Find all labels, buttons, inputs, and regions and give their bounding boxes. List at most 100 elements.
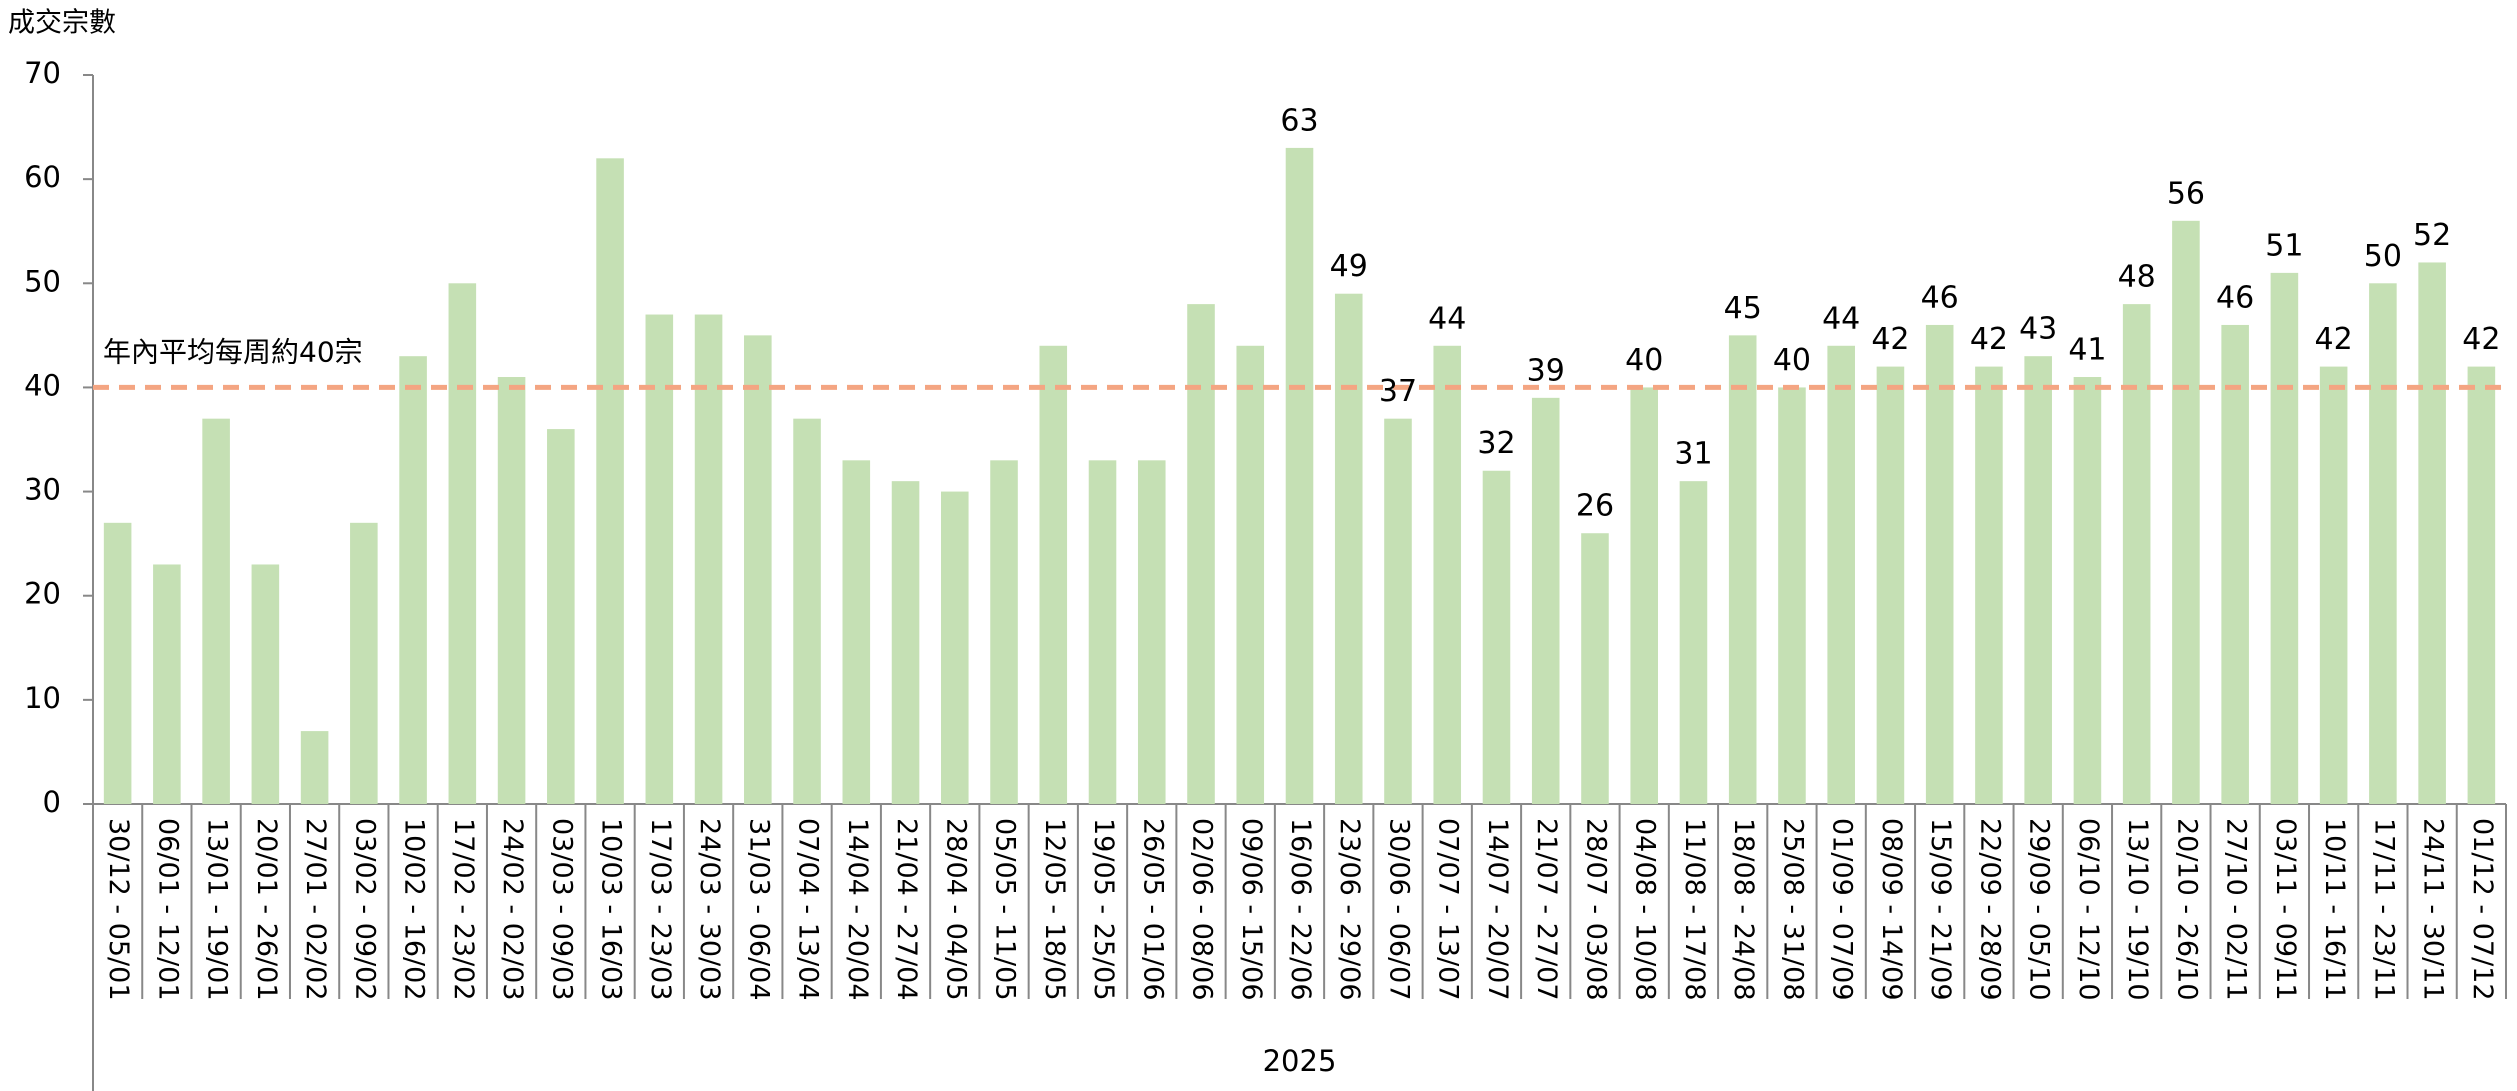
bar: [300, 731, 329, 804]
y-tick-label: 60: [24, 160, 61, 194]
bar: [2073, 377, 2102, 804]
bar: [497, 377, 526, 804]
bar: [448, 283, 477, 804]
bar: [645, 314, 674, 804]
bar: [990, 460, 1018, 804]
bar: [1137, 460, 1166, 804]
x-tick-label: 19/05 - 25/05: [1088, 818, 1119, 1001]
bar: [1630, 387, 1659, 804]
x-tick-label: 01/09 - 07/09: [1827, 818, 1858, 1001]
x-tick-label: 26/05 - 01/06: [1137, 818, 1168, 1001]
x-tick-label: 20/10 - 26/10: [2171, 818, 2202, 1001]
x-tick-label: 14/07 - 20/07: [1482, 818, 1513, 1001]
x-tick-label: 03/11 - 09/11: [2270, 818, 2301, 1001]
x-tick-label: 01/12 - 07/12: [2467, 818, 2498, 1001]
x-tick-label: 28/04 - 04/05: [940, 818, 971, 1001]
bar: [1384, 418, 1412, 804]
x-tick-label: 07/07 - 13/07: [1433, 818, 1464, 1001]
data-label: 43: [2019, 312, 2057, 347]
x-tick-label: 08/09 - 14/09: [1876, 818, 1907, 1001]
x-tick-label: 17/11 - 23/11: [2368, 818, 2399, 1001]
x-tick-label: 15/09 - 21/09: [1925, 818, 1956, 1001]
x-tick-label: 04/08 - 10/08: [1630, 818, 1661, 1001]
y-tick-label: 40: [24, 368, 61, 402]
bar: [2172, 220, 2200, 805]
data-label: 40: [1625, 343, 1663, 378]
bar: [2270, 272, 2299, 804]
x-tick-label: 03/03 - 09/03: [546, 818, 577, 1001]
x-tick-label: 10/02 - 16/02: [399, 818, 430, 1001]
x-tick-label: 27/01 - 02/02: [300, 818, 331, 1001]
x-tick-label: 03/02 - 09/02: [349, 818, 380, 1001]
x-tick-label: 28/07 - 03/08: [1580, 818, 1611, 1001]
data-label: 50: [2364, 239, 2402, 274]
x-tick-label: 17/03 - 23/03: [645, 818, 676, 1001]
bar: [842, 460, 871, 804]
data-label: 56: [2167, 176, 2205, 211]
data-label: 52: [2413, 218, 2451, 253]
y-axis-label: 成交宗數: [8, 8, 116, 39]
x-tick-label: 30/12 - 05/01: [103, 818, 134, 1001]
x-tick-label: 24/03 - 30/03: [694, 818, 725, 1001]
y-tick-label: 50: [24, 264, 61, 298]
x-tick-label: 06/01 - 12/01: [152, 818, 183, 1001]
y-tick-label: 20: [24, 577, 61, 611]
bar: [103, 522, 132, 804]
x-tick-label: 17/02 - 23/02: [448, 818, 479, 1001]
bar: [1433, 345, 1462, 804]
bar: [1482, 470, 1511, 804]
x-tick-label: 23/06 - 29/06: [1334, 818, 1365, 1001]
bar: [2221, 324, 2249, 804]
x-tick-label: 12/05 - 18/05: [1039, 818, 1070, 1001]
x-tick-label: 05/05 - 11/05: [990, 818, 1021, 1001]
x-tick-label: 20/01 - 26/01: [251, 818, 282, 1001]
bar: [350, 522, 378, 804]
bar: [2319, 366, 2348, 804]
x-tick-label: 13/10 - 19/10: [2122, 818, 2153, 1001]
x-tick-label: 18/08 - 24/08: [1728, 818, 1759, 1001]
x-tick-label: 31/03 - 06/04: [743, 818, 774, 1001]
bar: [1187, 304, 1215, 804]
bar: [1581, 533, 1609, 804]
data-label: 46: [2216, 280, 2254, 315]
data-label: 32: [1477, 426, 1515, 461]
x-tick-label: 06/10 - 12/10: [2073, 818, 2104, 1001]
data-label: 42: [1871, 322, 1909, 357]
x-tick-label: 30/06 - 06/07: [1383, 818, 1414, 1001]
x-tick-label: 13/01 - 19/01: [202, 818, 233, 1001]
bar: [1236, 345, 1265, 804]
data-label: 48: [2118, 260, 2156, 295]
bar: [1039, 345, 1068, 804]
x-tick-label: 11/08 - 17/08: [1679, 818, 1710, 1001]
x-tick-label: 22/09 - 28/09: [1974, 818, 2005, 1001]
data-label: 51: [2265, 228, 2303, 263]
x-tick-label: 10/03 - 16/03: [596, 818, 627, 1001]
bar: [2024, 356, 2052, 804]
bar: [1679, 481, 1708, 804]
x-tick-label: 02/06 - 08/06: [1187, 818, 1218, 1001]
bar: [793, 418, 821, 804]
y-tick-label: 10: [24, 681, 61, 715]
y-tick-label: 0: [43, 785, 61, 819]
x-tick-label: 21/04 - 27/04: [891, 818, 922, 1001]
data-label: 42: [2315, 322, 2353, 357]
bar: [1088, 460, 1117, 804]
data-label: 39: [1527, 353, 1565, 388]
reference-label: 年內平均每周約40宗: [103, 335, 363, 368]
y-tick-label: 70: [24, 56, 61, 90]
bar: [1531, 397, 1560, 804]
bar: [2122, 304, 2151, 804]
x-tick-label: 25/08 - 31/08: [1777, 818, 1808, 1001]
bar: [596, 158, 624, 805]
data-label: 26: [1576, 489, 1614, 524]
bar: [399, 356, 427, 804]
bar: [251, 564, 280, 804]
bar: [1728, 335, 1757, 804]
data-label: 31: [1674, 437, 1712, 472]
x-tick-label: 24/11 - 30/11: [2418, 818, 2449, 1001]
bar: [1925, 324, 1954, 804]
x-tick-label: 07/04 - 13/04: [793, 818, 824, 1001]
data-label: 49: [1330, 249, 1368, 284]
bar: [153, 564, 181, 804]
